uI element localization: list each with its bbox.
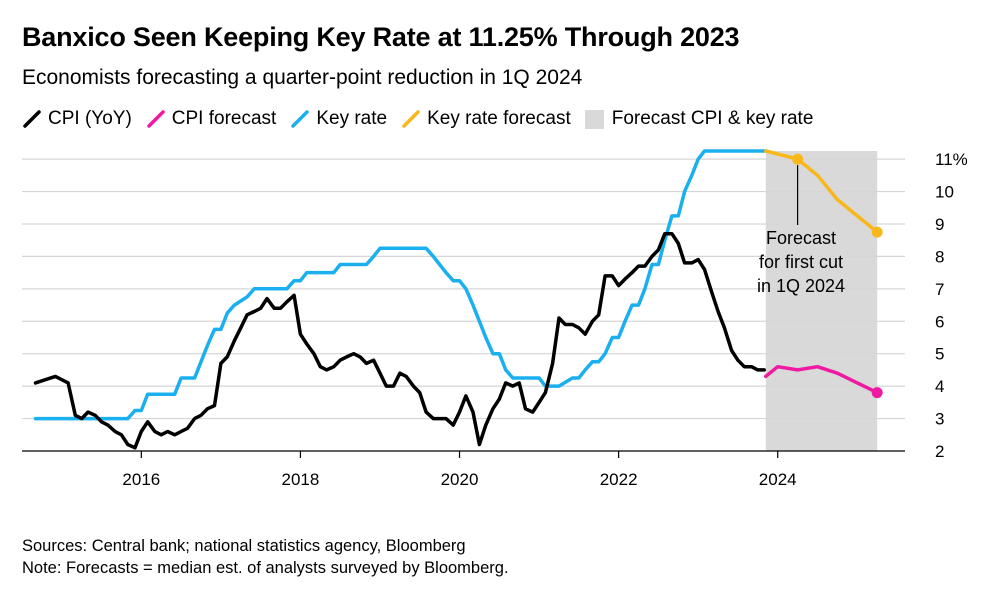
x-tick-label-2024: 2024 xyxy=(759,470,797,489)
legend-label-forecast-region: Forecast CPI & key rate xyxy=(611,108,814,129)
gridlines xyxy=(22,158,905,420)
x-tick-label-2016: 2016 xyxy=(122,470,160,489)
y-tick-label-5: 5 xyxy=(935,345,944,364)
footer-note: Note: Forecasts = median est. of analyst… xyxy=(22,559,509,577)
legend-swatch-key-rate xyxy=(291,110,310,128)
legend-label-key-rate-forecast: Key rate forecast xyxy=(427,108,571,129)
y-tick-label-6: 6 xyxy=(935,312,944,331)
chart-legend: CPI (YoY) CPI forecast Key rate Key rate… xyxy=(22,106,827,132)
legend-label-cpi-forecast: CPI forecast xyxy=(171,108,277,129)
y-tick-label-7: 7 xyxy=(935,280,944,299)
y-tick-label-9: 9 xyxy=(935,215,944,234)
chart-subtitle: Economists forecasting a quarter-point r… xyxy=(22,66,583,89)
legend-label-key-rate: Key rate xyxy=(316,108,388,129)
y-tick-label-3: 3 xyxy=(935,410,944,429)
legend-swatch-key-rate-forecast xyxy=(402,110,420,128)
series-line-cpi-yoy xyxy=(33,231,766,450)
axes: 2 3 4 5 6 7 8 9 10 11% 2016 2018 2020 2022 2024 xyxy=(22,150,968,489)
y-tick-label-11: 11% xyxy=(935,150,968,169)
legend-item-key-rate-forecast: Key rate forecast xyxy=(401,108,571,130)
annotation-line-1: Forecast xyxy=(766,228,836,248)
series-line-cpi-forecast xyxy=(764,364,879,395)
y-tick-label-4: 4 xyxy=(935,377,944,396)
end-marker-cpi-forecast xyxy=(871,387,883,399)
series-line-key-rate xyxy=(33,149,768,421)
legend-swatch-forecast-region xyxy=(584,109,604,129)
y-tick-label-10: 10 xyxy=(935,183,954,202)
x-tick-label-2022: 2022 xyxy=(600,470,638,489)
chart-title: Banxico Seen Keeping Key Rate at 11.25% … xyxy=(22,22,740,52)
footer-sources: Sources: Central bank; national statisti… xyxy=(22,537,466,555)
legend-swatch-cpi-forecast xyxy=(147,110,165,128)
legend-swatch-cpi xyxy=(23,110,41,128)
annotation-layer: Forecast for first cut in 1Q 2024 xyxy=(757,165,845,296)
legend-item-forecast-region: Forecast CPI & key rate xyxy=(584,108,814,130)
forecast-shaded-region xyxy=(765,151,878,451)
y-tick-label-8: 8 xyxy=(935,247,944,266)
x-tick-label-2020: 2020 xyxy=(441,470,479,489)
series-lines xyxy=(33,149,883,450)
annotation-line-2: for first cut xyxy=(759,252,843,272)
legend-label-cpi: CPI (YoY) xyxy=(48,108,132,129)
first-cut-marker xyxy=(792,153,804,165)
x-tick-label-2018: 2018 xyxy=(282,470,320,489)
legend-item-cpi: CPI (YoY) xyxy=(22,108,132,130)
end-marker-key-rate-forecast xyxy=(871,226,883,238)
y-tick-label-2: 2 xyxy=(935,442,944,461)
annotation-line-3: in 1Q 2024 xyxy=(757,276,845,296)
legend-item-cpi-forecast: CPI forecast xyxy=(146,108,277,130)
legend-item-key-rate: Key rate xyxy=(290,108,387,130)
forecast-shade-layer xyxy=(765,151,878,451)
